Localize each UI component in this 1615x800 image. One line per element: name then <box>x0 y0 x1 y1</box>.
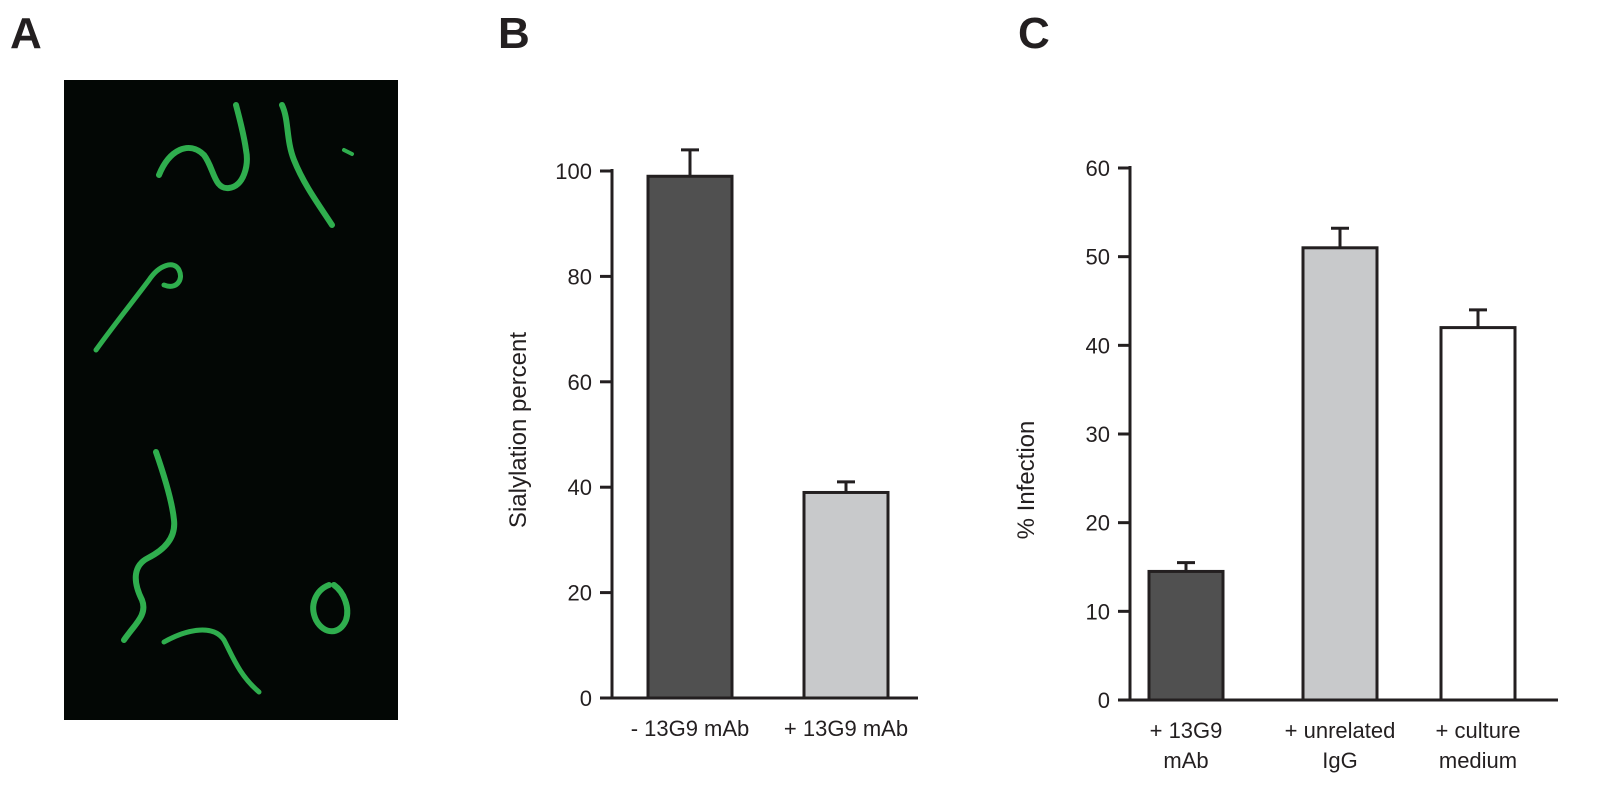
y-tick-label: 0 <box>580 686 592 711</box>
micrograph-background <box>64 80 398 720</box>
chart-c-y-label: % Infection <box>1013 421 1040 540</box>
parasite-4 <box>121 449 178 643</box>
parasite-2 <box>279 102 335 228</box>
x-tick-label: IgG <box>1322 748 1357 773</box>
parasite-5 <box>161 627 262 695</box>
panel-c-label: C <box>1018 9 1050 58</box>
bar <box>1301 246 1379 702</box>
y-tick-label: 20 <box>568 581 592 606</box>
x-tick-label: medium <box>1439 748 1517 773</box>
chart-b-axes: 0 20 40 60 80 100 <box>555 159 918 711</box>
y-tick-label: 20 <box>1086 511 1110 536</box>
y-tick-label: 60 <box>1086 156 1110 181</box>
y-tick-label: 40 <box>568 475 592 500</box>
y-tick-label: 0 <box>1098 688 1110 713</box>
bar <box>802 490 890 700</box>
y-tick-label: 50 <box>1086 245 1110 270</box>
x-tick-label: - 13G9 mAb <box>631 716 750 741</box>
y-tick-label: 40 <box>1086 333 1110 358</box>
chart-b-y-label: Sialylation percent <box>505 332 532 528</box>
panel-b-label: B <box>498 9 530 58</box>
y-tick-label: 100 <box>555 159 592 184</box>
x-tick-label: + 13G9 mAb <box>784 716 908 741</box>
bar <box>1439 326 1517 702</box>
y-tick-label: 30 <box>1086 422 1110 447</box>
chart-b: 0 20 40 60 80 100 - 13G9 mAb + 13G9 mAb Sialyl… <box>505 148 918 741</box>
chart-c-bars: + 13G9 mAb + unrelated IgG + culture medium <box>1147 226 1521 773</box>
x-tick-label: mAb <box>1163 748 1208 773</box>
x-tick-label: + 13G9 <box>1150 718 1223 743</box>
y-tick-label: 80 <box>568 264 592 289</box>
x-tick-label: + unrelated <box>1285 718 1396 743</box>
panel-a-label: A <box>10 9 42 58</box>
y-tick-label: 60 <box>568 370 592 395</box>
parasite-1 <box>156 102 250 191</box>
y-tick-label: 10 <box>1086 599 1110 624</box>
fluorescence-micrograph <box>64 80 398 720</box>
chart-b-bars: - 13G9 mAb + 13G9 mAb <box>631 148 908 741</box>
parasite-3 <box>93 262 183 353</box>
parasite-7 <box>342 148 354 156</box>
chart-c: 0 10 20 30 40 50 60 + 13G9 mAb + unrelated IgG + c… <box>1013 156 1558 773</box>
x-tick-label: + culture <box>1436 718 1521 743</box>
bar <box>646 174 734 700</box>
bar <box>1147 569 1225 702</box>
parasite-6 <box>310 582 351 635</box>
